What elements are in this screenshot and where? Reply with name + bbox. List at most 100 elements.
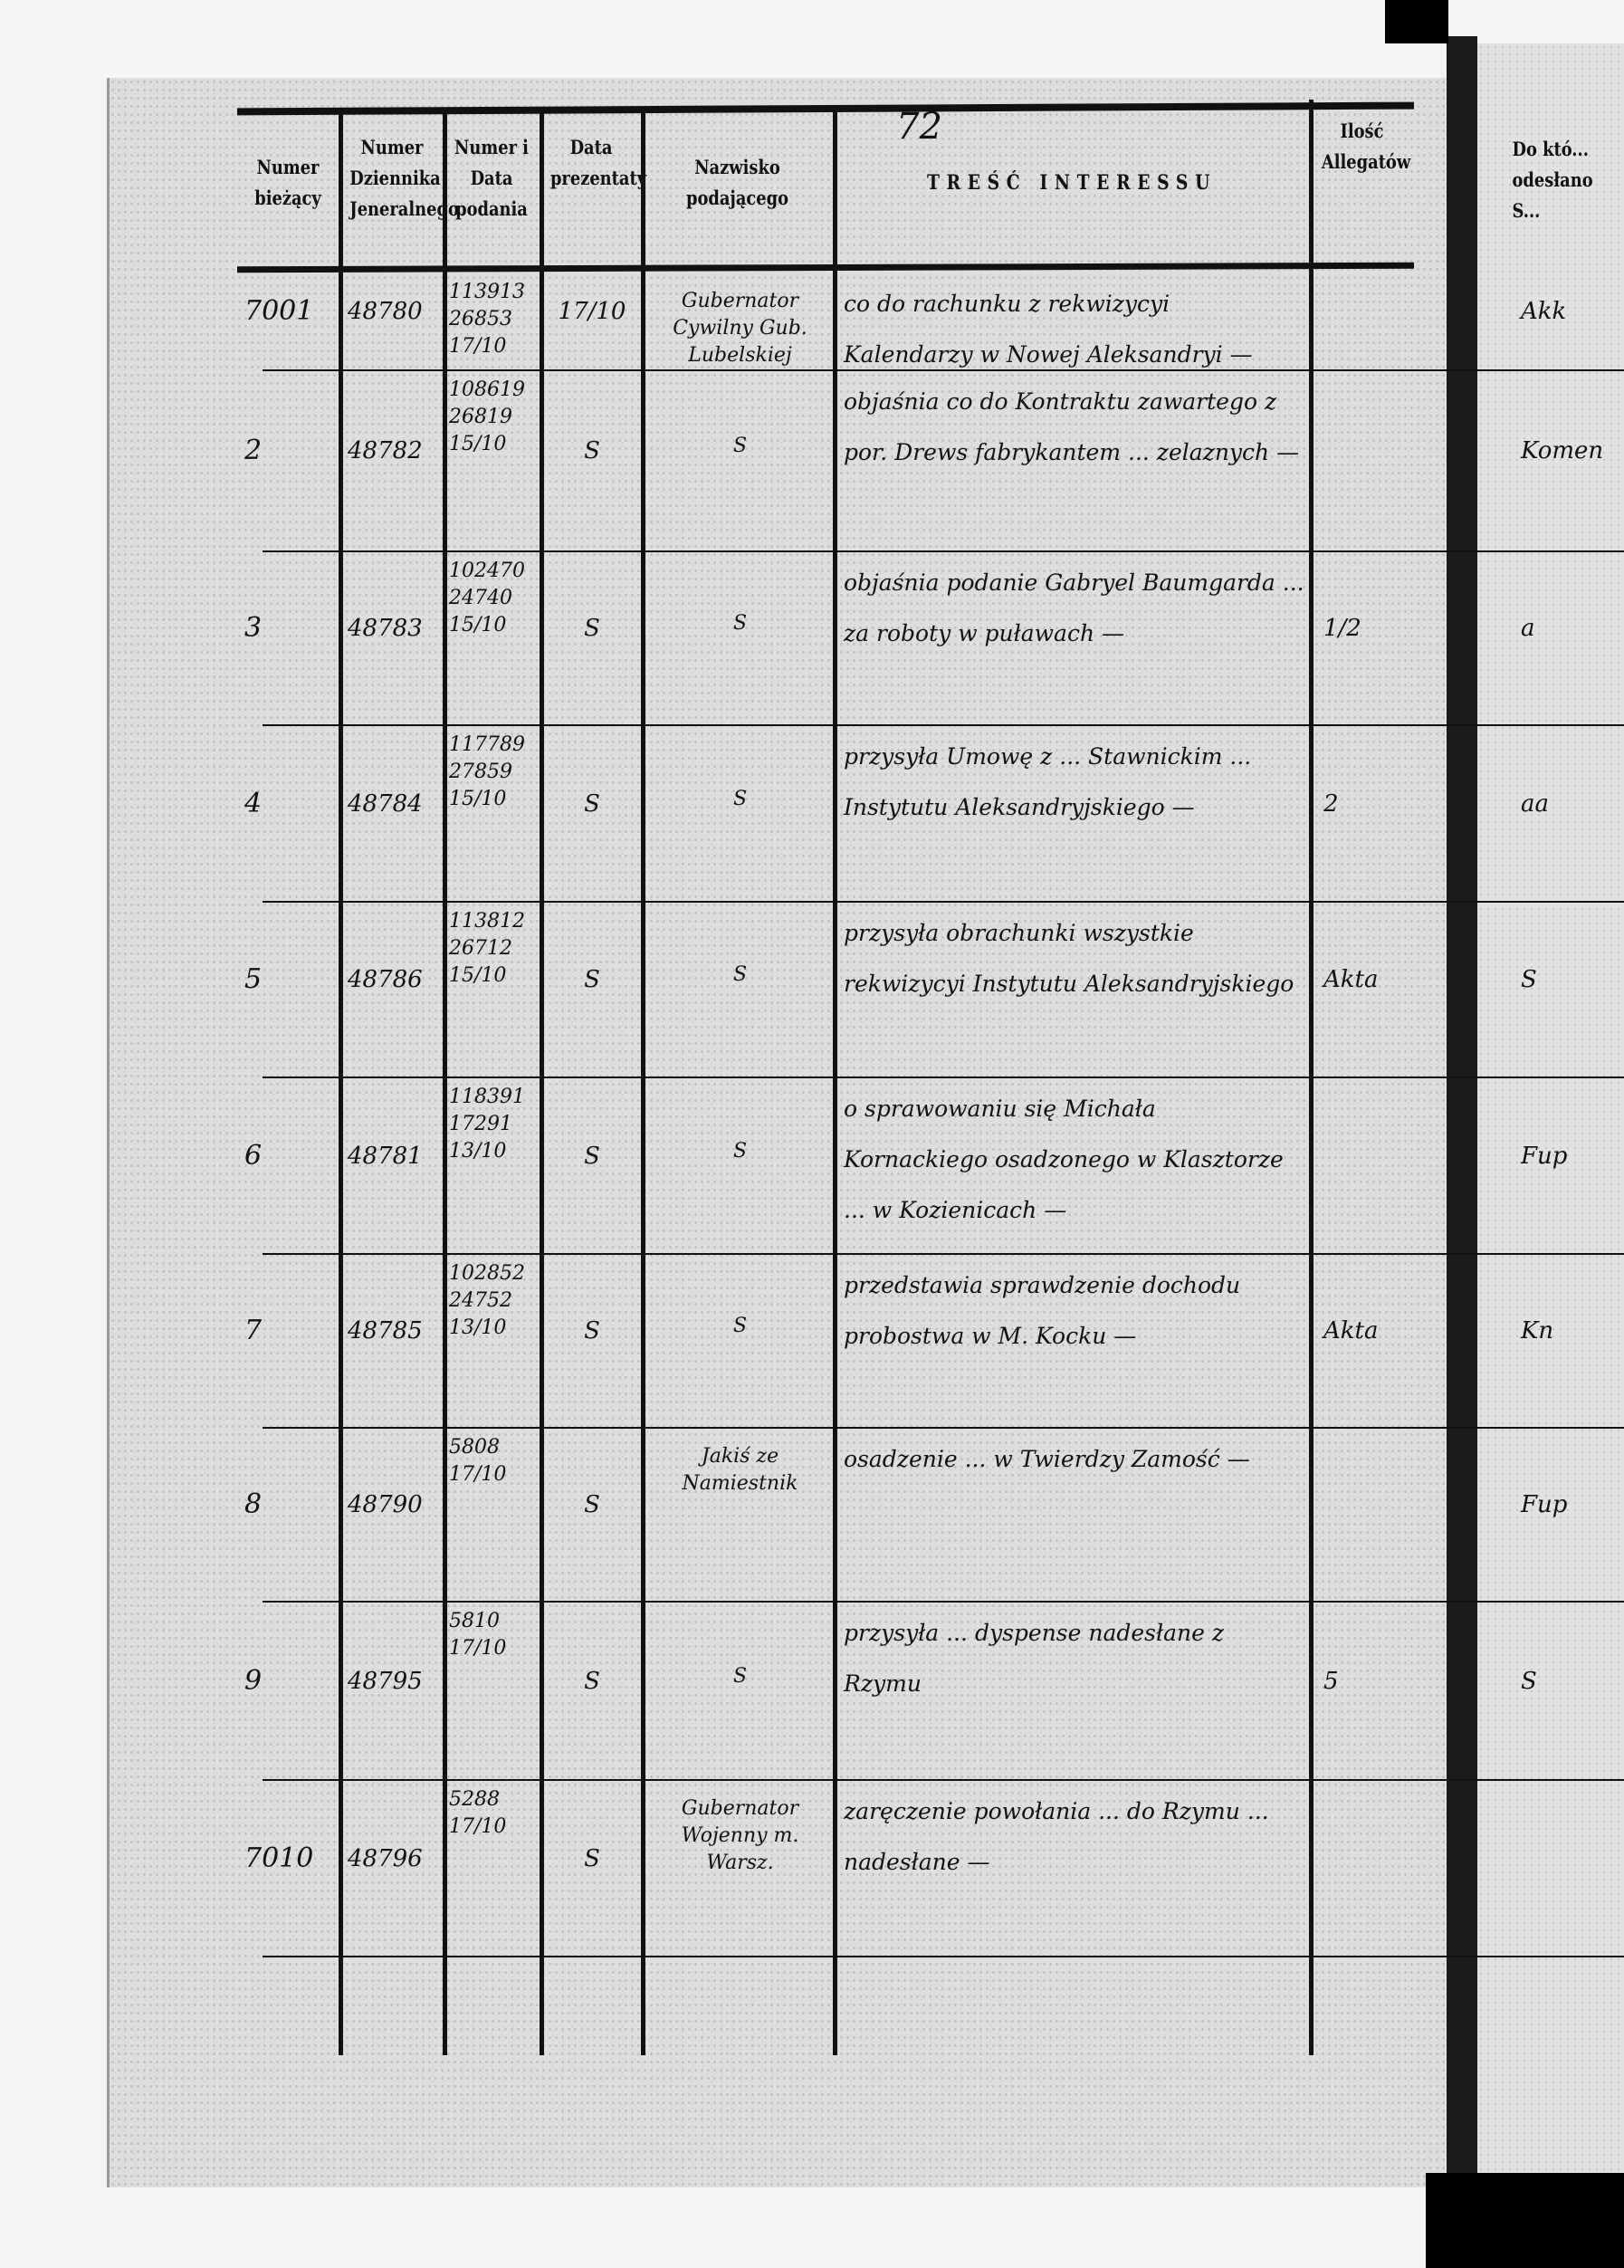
journal-number: 48796	[348, 1844, 423, 1872]
facing-page	[1477, 43, 1624, 2198]
row-rule	[263, 1253, 1624, 1255]
matter-content: co do rachunku z rekwizycyi Kalendarzy w…	[844, 291, 1253, 368]
journal-number: 48781	[348, 1142, 423, 1170]
forwarded-to: a	[1521, 615, 1535, 642]
row-number: 7001	[244, 295, 314, 327]
presentation-date: 17/10	[558, 298, 626, 325]
header-ilosc-allegatow: Ilość Allegatów	[1321, 120, 1411, 173]
attachment-count: Akta	[1323, 1317, 1379, 1345]
submission-number-date: 102470 24740 15/10	[449, 560, 525, 636]
journal-number: 48783	[348, 615, 423, 642]
header-numer-i-data: Numer i Data podania	[454, 136, 529, 220]
row-number: 9	[244, 1664, 263, 1697]
column-rule	[540, 109, 544, 2055]
presentation-date: S	[584, 615, 600, 642]
journal-number: 48780	[348, 298, 423, 325]
page-number: 72	[896, 106, 942, 148]
submitter-name: S	[732, 787, 748, 810]
submitter-name: S	[732, 963, 748, 986]
submission-number-date: 108619 26819 15/10	[449, 378, 525, 455]
matter-content: przysyła Umowę z ... Stawnickim ... Inst…	[844, 743, 1252, 820]
header-nazwisko: Nazwisko podającego	[685, 156, 789, 209]
journal-number: 48782	[348, 437, 423, 464]
submission-number-date: 117789 27859 15/10	[449, 733, 525, 810]
binding-gutter	[1447, 36, 1477, 2209]
row-number: 5	[244, 963, 263, 995]
presentation-date: S	[584, 1667, 600, 1695]
forwarded-to: S	[1521, 966, 1537, 993]
row-rule	[263, 1956, 1624, 1957]
presentation-date: S	[584, 789, 600, 818]
matter-content: przysyła obrachunki wszystkie rekwizycyi…	[844, 920, 1294, 997]
header-tresc: TREŚĆ INTERESSU	[926, 171, 1218, 195]
matter-content: o sprawowaniu się Michała Kornackiego os…	[844, 1096, 1284, 1223]
matter-content: objaśnia co do Kontraktu zawartego z por…	[844, 388, 1300, 465]
header-numer-dziennika: Numer Dziennika Jeneralnego	[349, 136, 459, 220]
journal-number: 48785	[348, 1317, 423, 1345]
journal-number: 48784	[348, 789, 423, 818]
presentation-date: S	[584, 1844, 600, 1872]
row-rule	[263, 1427, 1624, 1429]
submission-number-date: 102852 24752 13/10	[449, 1262, 525, 1339]
submitter-name: Gubernator Cywilny Gub. Lubelskiej	[673, 290, 807, 367]
row-number: 8	[244, 1488, 263, 1520]
presentation-date: S	[584, 1142, 600, 1170]
presentation-date: S	[584, 437, 600, 464]
ledger-page	[107, 78, 1454, 2187]
presentation-date: S	[584, 966, 600, 993]
row-number: 4	[244, 787, 263, 819]
presentation-date: S	[584, 1317, 600, 1345]
row-rule	[263, 724, 1624, 726]
submitter-name: S	[732, 1315, 748, 1337]
journal-number: 48790	[348, 1491, 423, 1518]
column-rule	[833, 109, 837, 2055]
column-rule	[443, 109, 447, 2055]
forwarded-to: S	[1521, 1667, 1537, 1695]
submission-number-date: 113812 26712 15/10	[449, 910, 525, 987]
row-rule	[263, 1779, 1624, 1781]
presentation-date: S	[584, 1491, 600, 1518]
row-rule	[263, 901, 1624, 903]
row-number: 6	[244, 1139, 263, 1172]
row-rule	[263, 369, 1624, 371]
journal-number: 48786	[348, 966, 423, 993]
attachment-count: 5	[1323, 1667, 1339, 1695]
submitter-name: S	[732, 612, 748, 635]
forwarded-to: aa	[1521, 789, 1550, 818]
scan-border-bottom	[1426, 2173, 1624, 2268]
column-rule	[339, 109, 343, 2055]
submission-number-date: 113913 26853 17/10	[449, 281, 525, 358]
submitter-name: S	[732, 1139, 748, 1163]
row-rule	[263, 1077, 1624, 1078]
matter-content: przedstawia sprawdzenie dochodu probostw…	[844, 1272, 1241, 1349]
row-number: 3	[244, 612, 263, 644]
forwarded-to: Komen	[1521, 437, 1604, 464]
header-data-prezentaty: Data prezentaty	[549, 136, 647, 189]
forwarded-to: Fup	[1521, 1142, 1568, 1170]
submitter-name: S	[732, 1664, 748, 1688]
scan-border-top	[1385, 0, 1448, 43]
row-rule	[263, 1601, 1624, 1603]
matter-content: zaręczenie powołania ... do Rzymu ... na…	[844, 1798, 1269, 1875]
submitter-name: Jakiś ze Namiestnik	[682, 1445, 798, 1495]
submitter-name: S	[732, 435, 748, 457]
submission-number-date: 5808 17/10	[449, 1436, 507, 1486]
header-numer-biezacy: Numer bieżący	[254, 156, 321, 209]
matter-content: przysyła ... dyspense nadesłane z Rzymu	[844, 1620, 1225, 1697]
row-number: 7	[244, 1315, 263, 1346]
row-number: 7010	[244, 1842, 314, 1874]
forwarded-to: Fup	[1521, 1491, 1568, 1518]
matter-content: osadzenie ... w Twierdzy Zamość —	[844, 1446, 1250, 1472]
submitter-name: Gubernator Wojenny m. Warsz.	[681, 1797, 799, 1874]
header-do-ktorego: Do któ... odesłano S...	[1512, 138, 1593, 222]
submission-number-date: 5810 17/10	[449, 1610, 507, 1660]
forwarded-to: Akk	[1521, 298, 1567, 325]
matter-content: objaśnia podanie Gabryel Baumgarda ... z…	[844, 569, 1304, 646]
journal-number: 48795	[348, 1667, 423, 1695]
column-rule	[641, 109, 645, 2055]
submission-number-date: 5288 17/10	[449, 1788, 507, 1838]
attachment-count: 1/2	[1323, 615, 1361, 642]
attachment-count: Akta	[1323, 966, 1379, 993]
forwarded-to: Kn	[1521, 1317, 1554, 1345]
row-rule	[263, 550, 1624, 552]
